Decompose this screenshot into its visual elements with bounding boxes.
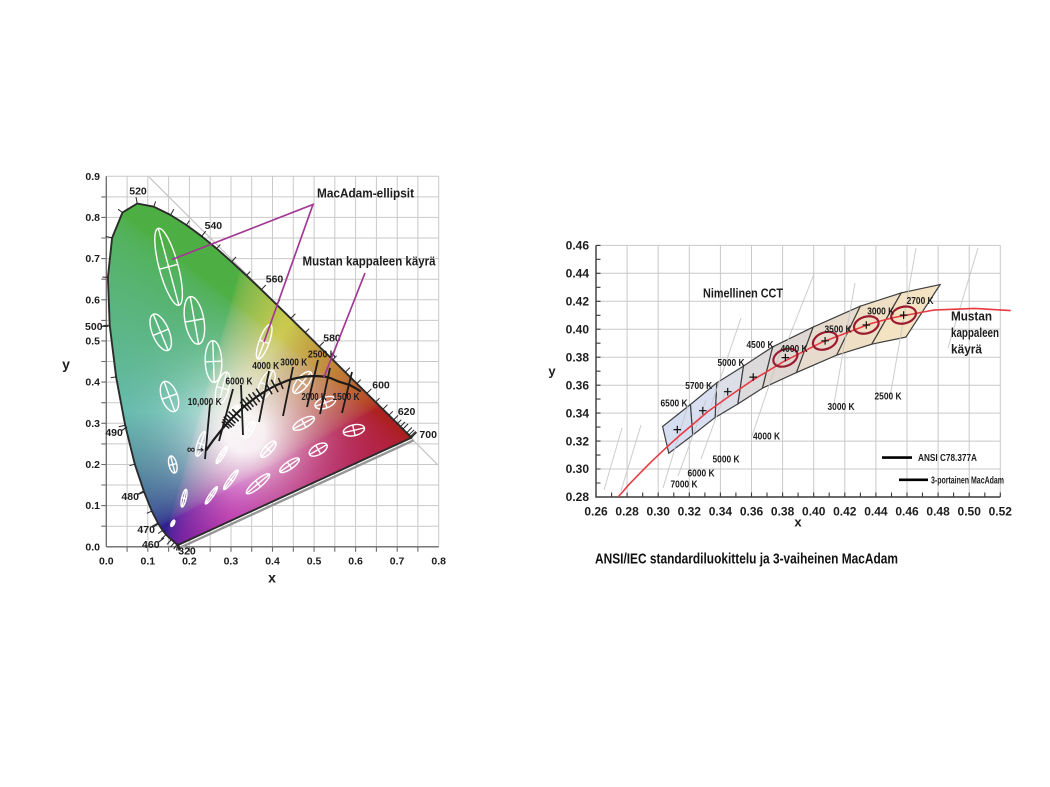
svg-text:7000 K: 7000 K	[671, 479, 698, 491]
svg-text:1500 K: 1500 K	[333, 391, 360, 403]
svg-text:0.7: 0.7	[390, 555, 405, 567]
svg-text:0.6: 0.6	[348, 555, 363, 567]
svg-text:0.44: 0.44	[566, 267, 590, 281]
svg-text:6000 K: 6000 K	[688, 468, 715, 480]
svg-text:0.42: 0.42	[833, 504, 857, 518]
svg-text:0.0: 0.0	[99, 555, 114, 567]
svg-text:500: 500	[85, 321, 103, 333]
svg-text:10,000 K: 10,000 K	[188, 396, 222, 408]
svg-text:0.50: 0.50	[958, 504, 982, 518]
svg-text:0.6: 0.6	[85, 294, 100, 306]
svg-text:0.8: 0.8	[431, 555, 446, 567]
svg-text:0.5: 0.5	[85, 336, 100, 348]
svg-text:700: 700	[419, 429, 437, 441]
svg-text:0.26: 0.26	[584, 504, 608, 518]
svg-text:3000 K: 3000 K	[280, 357, 307, 369]
svg-text:4500 K: 4500 K	[747, 339, 774, 351]
svg-text:3000 K: 3000 K	[828, 401, 855, 413]
svg-text:0.38: 0.38	[566, 350, 590, 364]
svg-text:520: 520	[129, 185, 147, 197]
svg-text:0.46: 0.46	[566, 239, 590, 253]
svg-text:600: 600	[372, 380, 390, 392]
svg-text:MacAdam-ellipsit: MacAdam-ellipsit	[317, 186, 415, 201]
svg-text:0.36: 0.36	[566, 378, 590, 392]
svg-text:0.28: 0.28	[566, 490, 590, 504]
svg-text:0.9: 0.9	[85, 171, 100, 183]
svg-text:0.30: 0.30	[647, 504, 671, 518]
svg-text:0.0: 0.0	[85, 541, 100, 553]
svg-text:540: 540	[205, 220, 223, 232]
svg-text:0.38: 0.38	[771, 504, 795, 518]
svg-text:∞: ∞	[187, 444, 195, 456]
svg-text:y: y	[62, 356, 70, 372]
svg-text:Mustan kappaleen käyrä: Mustan kappaleen käyrä	[303, 254, 437, 269]
svg-text:560: 560	[266, 273, 284, 285]
svg-text:0.2: 0.2	[182, 555, 197, 567]
svg-text:x: x	[268, 570, 276, 586]
svg-text:ANSI C78.377A: ANSI C78.377A	[918, 453, 977, 464]
svg-text:0.34: 0.34	[566, 406, 590, 420]
svg-text:x: x	[794, 515, 802, 530]
svg-text:5000 K: 5000 K	[718, 357, 745, 369]
svg-text:4000 K: 4000 K	[753, 431, 780, 443]
svg-text:0.8: 0.8	[85, 212, 100, 224]
svg-text:6000 K: 6000 K	[226, 376, 253, 388]
svg-text:0.2: 0.2	[85, 459, 100, 471]
svg-text:320: 320	[178, 546, 196, 558]
svg-text:3000 K: 3000 K	[867, 305, 894, 317]
svg-text:0.40: 0.40	[802, 504, 826, 518]
svg-text:6500 K: 6500 K	[661, 398, 688, 410]
svg-text:ANSI/IEC standardiluokittelu j: ANSI/IEC standardiluokittelu ja 3-vaihei…	[595, 551, 898, 568]
svg-text:0.52: 0.52	[989, 504, 1013, 518]
svg-text:0.40: 0.40	[566, 322, 590, 336]
svg-text:470: 470	[137, 524, 155, 536]
svg-text:0.36: 0.36	[740, 504, 764, 518]
svg-text:0.34: 0.34	[709, 504, 733, 518]
svg-text:580: 580	[323, 333, 341, 345]
svg-text:0.3: 0.3	[85, 418, 100, 430]
svg-text:4000 K: 4000 K	[781, 343, 808, 355]
svg-text:0.32: 0.32	[566, 434, 590, 448]
svg-text:0.7: 0.7	[85, 253, 100, 265]
svg-text:0.42: 0.42	[566, 295, 590, 309]
svg-text:480: 480	[121, 491, 139, 503]
svg-text:3500 K: 3500 K	[825, 323, 852, 335]
svg-text:kappaleen: kappaleen	[951, 325, 999, 340]
svg-text:2000 K: 2000 K	[302, 391, 327, 403]
svg-text:5000 K: 5000 K	[713, 454, 740, 466]
svg-text:y: y	[548, 364, 556, 379]
svg-text:0.5: 0.5	[307, 555, 322, 567]
svg-text:460: 460	[142, 539, 160, 551]
svg-text:5700 K: 5700 K	[685, 380, 712, 392]
svg-text:490: 490	[105, 427, 123, 439]
svg-text:2700 K: 2700 K	[907, 295, 934, 307]
svg-text:620: 620	[398, 406, 416, 418]
svg-text:0.4: 0.4	[85, 377, 100, 389]
svg-text:Nimellinen CCT: Nimellinen CCT	[703, 286, 783, 301]
svg-text:0.4: 0.4	[265, 555, 280, 567]
svg-text:0.1: 0.1	[140, 555, 155, 567]
svg-text:0.28: 0.28	[615, 504, 639, 518]
svg-text:0.46: 0.46	[895, 504, 919, 518]
svg-text:0.48: 0.48	[926, 504, 950, 518]
svg-text:0.1: 0.1	[85, 500, 100, 512]
svg-text:käyrä: käyrä	[951, 342, 983, 357]
svg-text:2500 K: 2500 K	[308, 349, 336, 361]
svg-text:0.32: 0.32	[678, 504, 702, 518]
svg-text:4000 K: 4000 K	[252, 360, 279, 372]
svg-text:Mustan: Mustan	[951, 309, 992, 324]
svg-text:0.44: 0.44	[864, 504, 888, 518]
svg-text:0.3: 0.3	[224, 555, 239, 567]
svg-text:0.30: 0.30	[566, 462, 590, 476]
svg-text:3-portainen MacAdam: 3-portainen MacAdam	[931, 475, 1004, 486]
svg-text:2500 K: 2500 K	[875, 391, 902, 403]
